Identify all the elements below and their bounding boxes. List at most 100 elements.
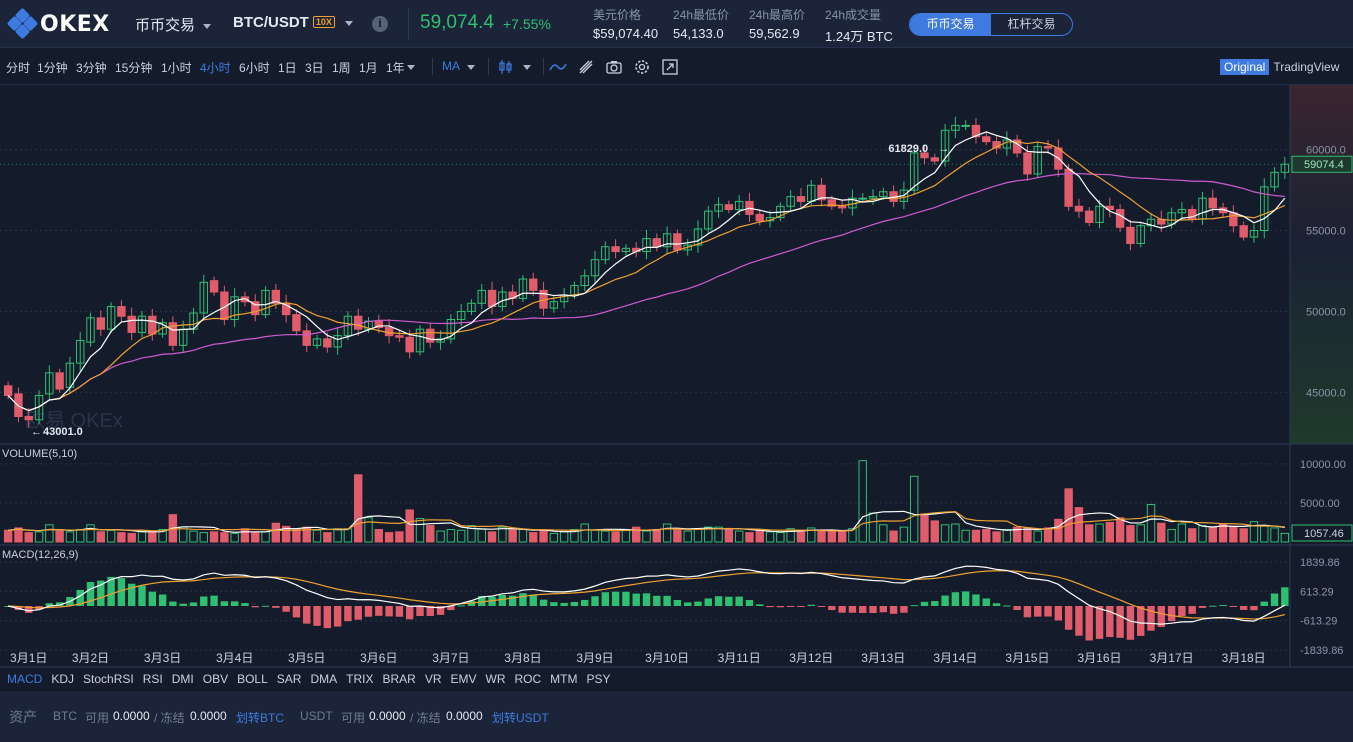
indicator-tab[interactable]: EMV	[450, 672, 477, 686]
indicator-tab[interactable]: StochRSI	[83, 672, 134, 686]
candle-body	[1177, 209, 1187, 214]
macd-histogram-bar	[961, 591, 970, 606]
chevron-down-icon[interactable]	[407, 65, 415, 70]
indicator-tab[interactable]: TRIX	[346, 672, 374, 686]
volume-bar	[848, 528, 857, 543]
tf-item[interactable]: 1周	[332, 61, 351, 75]
macd-histogram-bar	[1116, 606, 1124, 638]
indicator-tab[interactable]: DMA	[310, 672, 338, 686]
btc-frozen-label: / 冻结	[154, 711, 185, 725]
assets-label: 资产	[9, 709, 37, 725]
volume-bar	[827, 531, 837, 543]
kline-chart[interactable]: 欧易 OKEx 60000.0 55000.0 50000.0 45000.0 5907…	[0, 85, 1353, 669]
stat-24h-volume: 24h成交量 1.24万 BTC	[825, 6, 893, 45]
x-axis-label: 3月1日	[10, 651, 47, 665]
volume-pane-label: VOLUME(5,10)	[2, 448, 77, 460]
transfer-usdt-link[interactable]: 划转USDT	[492, 711, 549, 725]
macd-histogram-bar	[1034, 606, 1042, 617]
tf-item[interactable]: 1月	[359, 61, 378, 75]
indicator-tab[interactable]: BRAR	[382, 672, 416, 686]
volume-bar	[961, 529, 970, 543]
usdt-frozen-label: / 冻结	[410, 711, 441, 725]
candle-body	[55, 372, 64, 390]
volume-bar	[117, 532, 126, 543]
volume-bar	[601, 530, 610, 543]
tab-margin[interactable]: 杠杆交易	[1007, 17, 1056, 31]
tf-item[interactable]: 6小时	[239, 61, 270, 75]
indicator-tab[interactable]: WR	[485, 672, 506, 686]
tf-item[interactable]: 15分钟	[115, 61, 153, 75]
candle-body	[920, 152, 929, 159]
indicator-line-icon[interactable]	[549, 58, 567, 76]
macd-histogram-bar	[303, 606, 311, 624]
tf-item[interactable]: 3日	[305, 61, 324, 75]
candle-body	[137, 315, 147, 333]
indicator-tab[interactable]: MACD	[7, 672, 43, 686]
macd-histogram-bar	[107, 576, 115, 606]
tab-spot[interactable]: 币币交易	[910, 14, 991, 35]
indicator-tab[interactable]: ROC	[514, 672, 542, 686]
draw-tool-icon[interactable]	[577, 58, 595, 76]
indicator-tab[interactable]: DMI	[171, 672, 194, 686]
indicator-tab[interactable]: PSY	[586, 672, 611, 686]
volume-bar	[148, 531, 157, 543]
market-menu[interactable]: 币币交易	[135, 14, 212, 35]
asset-bar: 资产 BTC 可用 0.0000 / 冻结 0.0000 划转BTC USDT …	[0, 690, 1353, 742]
macd-tick-label: -613.29	[1300, 616, 1337, 628]
macd-histogram-bar	[1250, 606, 1258, 611]
volume-bar	[837, 531, 847, 543]
indicator-tab[interactable]: SAR	[276, 672, 302, 686]
candle-body	[395, 335, 404, 338]
volume-bar	[1146, 503, 1156, 543]
tab-tradingview[interactable]: TradingView	[1273, 60, 1340, 74]
macd-histogram-bar	[1044, 606, 1052, 617]
watermark: 欧易 OKEx	[25, 409, 123, 432]
indicator-tab[interactable]: VR	[424, 672, 442, 686]
indicator-tab[interactable]: BOLL	[237, 672, 268, 686]
indicator-tab[interactable]: MTM	[550, 672, 578, 686]
volume-bar	[65, 531, 75, 543]
price-tick-label: 45000.0	[1306, 387, 1346, 399]
macd-histogram-bar	[920, 601, 929, 606]
indicator-tab[interactable]: KDJ	[51, 672, 75, 686]
info-icon[interactable]: i	[372, 16, 388, 32]
macd-histogram-bar	[344, 606, 352, 622]
stat-24h-high: 24h最高价 59,562.9	[749, 6, 805, 41]
volume-bar	[24, 532, 33, 543]
tf-item[interactable]: 分时	[6, 61, 31, 75]
volume-bar	[940, 524, 950, 543]
tf-item[interactable]: 3分钟	[76, 61, 107, 75]
candle-body	[106, 306, 116, 330]
volume-bar	[930, 520, 939, 543]
tf-item[interactable]: 1年	[386, 61, 405, 75]
tab-original[interactable]: Original	[1220, 59, 1270, 75]
settings-icon[interactable]	[633, 58, 651, 76]
chevron-down-icon[interactable]	[467, 65, 475, 70]
candle-body	[930, 157, 939, 162]
macd-histogram-bar	[241, 603, 249, 606]
x-axis-label: 3月13日	[861, 651, 905, 665]
indicator-tab[interactable]: RSI	[142, 672, 163, 686]
tf-item[interactable]: 1日	[278, 61, 297, 75]
camera-icon[interactable]	[605, 58, 623, 76]
volume-bar	[251, 532, 260, 543]
candle-type-icon[interactable]	[497, 58, 515, 76]
tf-item[interactable]: 1小时	[161, 61, 192, 75]
candle-body	[1249, 230, 1259, 238]
pair-selector[interactable]: BTC/USDT 10X	[233, 14, 353, 31]
tf-item-active[interactable]: 4小时	[200, 61, 231, 75]
macd-histogram-bar	[426, 606, 434, 616]
fullscreen-icon[interactable]	[661, 58, 679, 76]
macd-histogram-bar	[1167, 606, 1176, 622]
volume-bar	[189, 530, 198, 543]
price-tick-label: 55000.0	[1306, 226, 1346, 238]
volume-bar	[1187, 528, 1197, 543]
indicator-select[interactable]: MA	[442, 59, 460, 73]
chevron-down-icon[interactable]	[523, 65, 531, 70]
transfer-btc-link[interactable]: 划转BTC	[236, 711, 285, 725]
okex-logo[interactable]: OKEX	[6, 7, 110, 40]
indicator-tab[interactable]: OBV	[202, 672, 229, 686]
x-axis-label: 3月12日	[789, 651, 833, 665]
tf-item[interactable]: 1分钟	[37, 61, 68, 75]
candle-body	[1146, 218, 1156, 227]
